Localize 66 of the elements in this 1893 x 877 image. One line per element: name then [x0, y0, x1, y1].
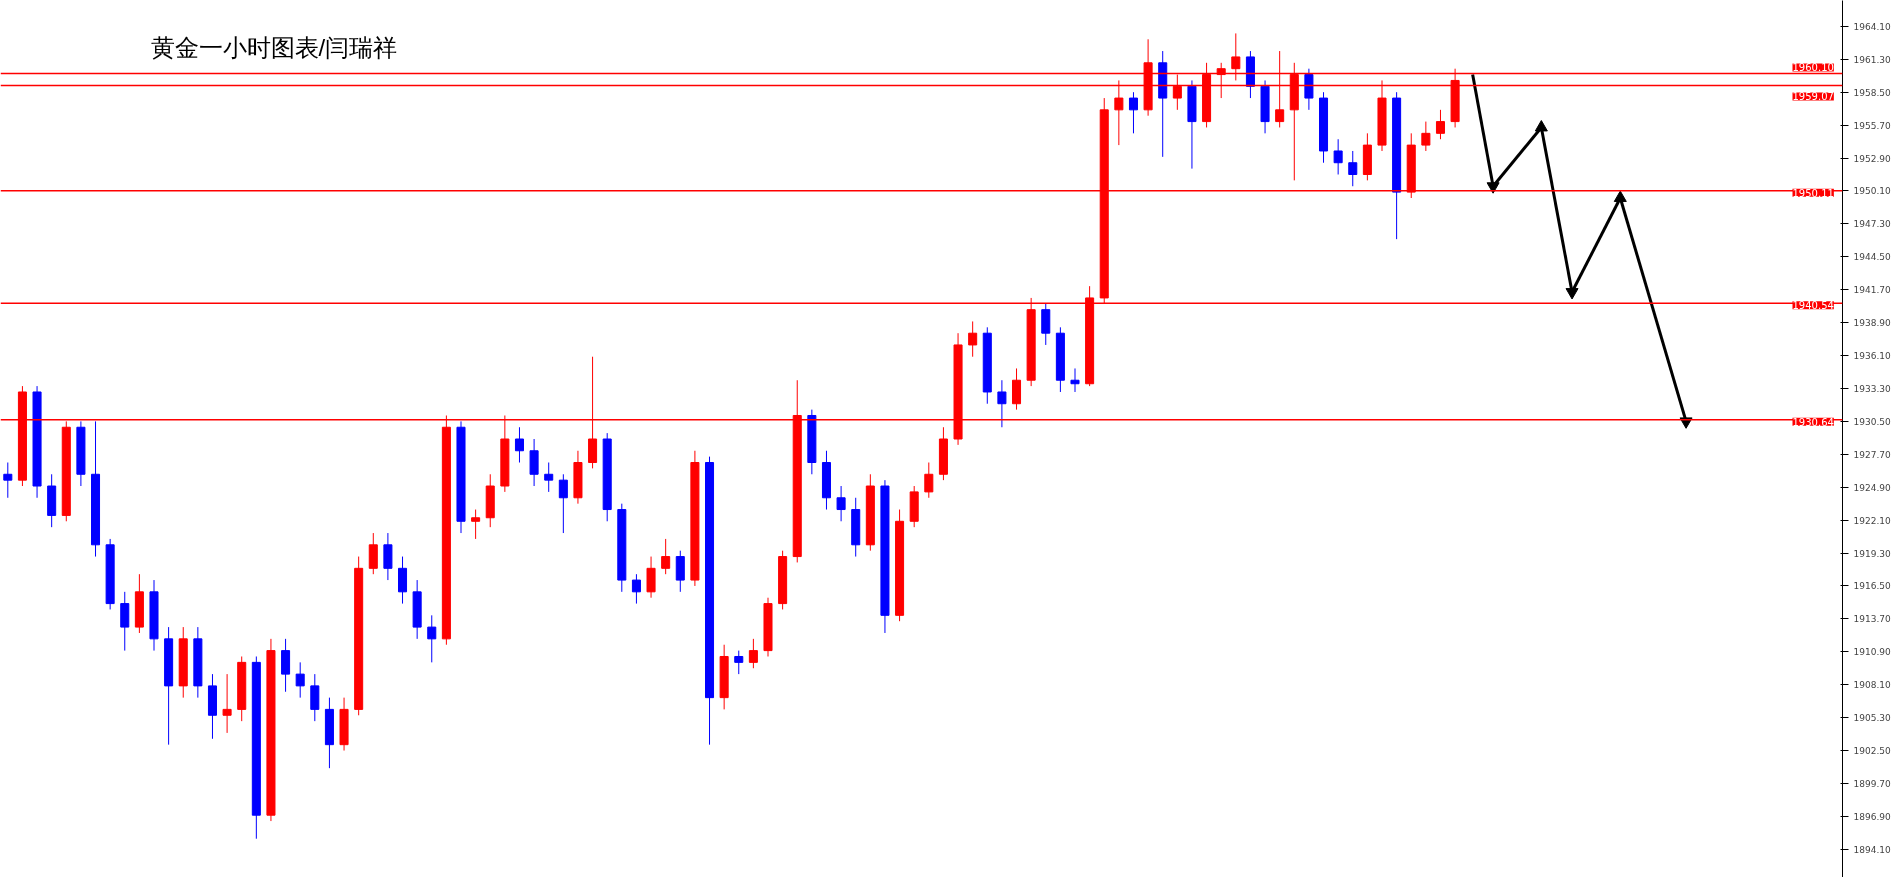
- y-tick-label: 1913.70: [1853, 614, 1891, 625]
- ref-line-label: 1950.11: [1792, 187, 1834, 199]
- candlestick: [1070, 367, 1080, 393]
- ref-line-label: 1940.54: [1792, 300, 1834, 312]
- candlestick: [1012, 367, 1022, 411]
- candlestick: [222, 673, 232, 734]
- y-tick-label: 1952.90: [1853, 153, 1891, 164]
- candlestick: [3, 462, 13, 499]
- y-tick-label: 1950.10: [1853, 186, 1891, 197]
- y-tick-label: 1941.70: [1853, 285, 1891, 296]
- y-tick-label: 1930.50: [1853, 416, 1891, 427]
- candlestick: [281, 638, 291, 693]
- y-tick-label: 1902.50: [1853, 746, 1891, 757]
- y-tick-label: 1961.30: [1853, 54, 1891, 65]
- y-tick-label: 1922.10: [1853, 515, 1891, 526]
- candlestick: [836, 485, 846, 522]
- y-tick-label: 1938.90: [1853, 318, 1891, 329]
- candlestick: [120, 591, 130, 652]
- candlestick: [675, 550, 685, 593]
- candlestick: [471, 509, 481, 540]
- candlestick: [310, 673, 320, 722]
- candlestick: [544, 462, 554, 493]
- candlestick: [368, 532, 378, 575]
- y-tick-label: 1894.10: [1853, 844, 1891, 855]
- candlestick: [1128, 91, 1138, 134]
- candlestick: [968, 320, 978, 358]
- candlestick: [631, 573, 641, 605]
- candlestick: [661, 538, 671, 575]
- candlestick: [558, 473, 568, 534]
- candlestick: [1348, 150, 1358, 187]
- candlestick: [1435, 109, 1445, 140]
- ref-line-label: 1959.07: [1792, 91, 1834, 103]
- y-tick-label: 1908.10: [1853, 680, 1891, 691]
- ref-line-label: 1930.64: [1792, 416, 1834, 428]
- y-tick-label: 1936.10: [1853, 351, 1891, 362]
- y-tick-label: 1927.70: [1853, 449, 1891, 460]
- y-tick-label: 1916.50: [1853, 581, 1891, 592]
- y-tick-label: 1924.90: [1853, 482, 1891, 493]
- candlestick: [646, 556, 656, 599]
- candlestick: [1041, 303, 1051, 346]
- y-tick-label: 1958.50: [1853, 87, 1891, 98]
- y-tick-label: 1896.90: [1853, 811, 1891, 822]
- candlestick: [997, 379, 1007, 428]
- candlestick: [1421, 121, 1431, 152]
- y-tick-label: 1964.10: [1853, 21, 1891, 32]
- y-tick-label: 1910.90: [1853, 647, 1891, 658]
- y-tick-label: 1955.70: [1853, 120, 1891, 131]
- y-tick-label: 1933.30: [1853, 383, 1891, 394]
- y-tick-label: 1919.30: [1853, 548, 1891, 559]
- candlestick: [514, 426, 524, 464]
- candlestick: [1333, 138, 1343, 175]
- candlestick: [398, 556, 408, 605]
- candlestick: [924, 462, 934, 499]
- y-tick-label: 1944.50: [1853, 252, 1891, 263]
- candlestick: [748, 638, 758, 669]
- candlestick: [1304, 68, 1314, 111]
- candlestick: [427, 614, 437, 663]
- candlestick: [295, 661, 305, 699]
- text: 黄金一小时图表/闫瑞祥: [150, 33, 398, 61]
- y-tick-label: 1905.30: [1853, 713, 1891, 724]
- ref-line-label: 1960.10: [1792, 62, 1834, 74]
- y-tick-label: 1947.30: [1853, 219, 1891, 230]
- candlestick: [734, 650, 744, 675]
- candlestick: [383, 532, 393, 581]
- candlestick: [529, 438, 539, 487]
- y-tick-label: 1899.70: [1853, 778, 1891, 789]
